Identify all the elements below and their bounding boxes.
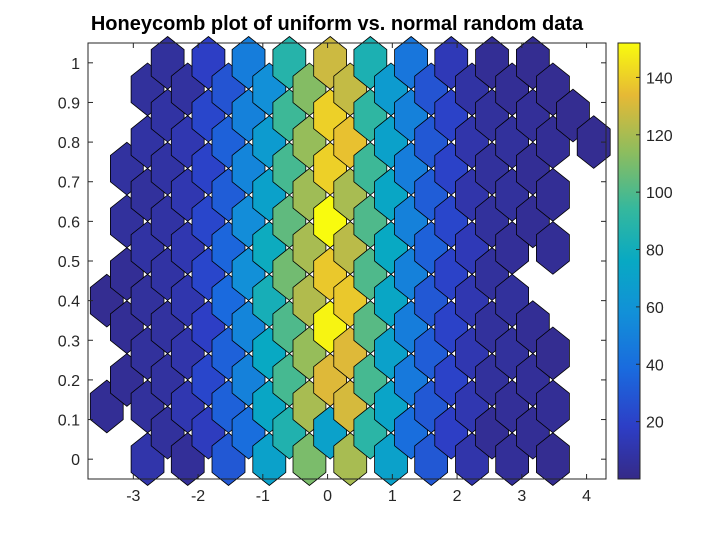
colorbar-tick-label: 140 bbox=[646, 70, 673, 87]
hex-bin bbox=[536, 221, 570, 275]
colorbar-tick-label: 120 bbox=[646, 128, 673, 145]
x-tick-label: 1 bbox=[388, 488, 397, 505]
y-tick-label: 0.3 bbox=[58, 333, 80, 350]
x-tick-label: 4 bbox=[582, 488, 591, 505]
hex-bins bbox=[89, 35, 611, 487]
hex-bin bbox=[536, 326, 570, 381]
hex-bin bbox=[576, 115, 611, 169]
x-tick-label: 0 bbox=[323, 488, 332, 505]
colorbar-ticks: 20 40 60 80 100 120 140 bbox=[636, 70, 673, 432]
y-tick-label: 0.9 bbox=[58, 95, 80, 112]
chart-title: Honeycomb plot of uniform vs. normal ran… bbox=[91, 13, 584, 35]
x-tick-label: -3 bbox=[126, 488, 140, 505]
colorbar-tick-label: 20 bbox=[646, 415, 664, 432]
colorbar-tick-label: 80 bbox=[646, 243, 664, 260]
y-tick-label: 0.7 bbox=[58, 175, 80, 192]
x-tick-label: -1 bbox=[256, 488, 270, 505]
x-axis: -3 -2 -1 0 1 2 3 4 bbox=[126, 43, 591, 505]
y-tick-label: 0 bbox=[71, 452, 80, 469]
x-tick-label: 3 bbox=[517, 488, 526, 505]
x-tick-label: -2 bbox=[191, 488, 205, 505]
colorbar bbox=[617, 42, 641, 480]
x-tick-label: 2 bbox=[453, 488, 462, 505]
colorbar-tick-label: 40 bbox=[646, 357, 664, 374]
y-tick-label: 0.5 bbox=[58, 254, 80, 271]
y-tick-label: 0.2 bbox=[58, 373, 80, 390]
y-tick-label: 1 bbox=[71, 56, 80, 73]
y-tick-label: 0.8 bbox=[58, 135, 80, 152]
hex-bin bbox=[536, 432, 570, 487]
hex-bin bbox=[536, 379, 570, 434]
colorbar-tick-label: 60 bbox=[646, 300, 664, 317]
colorbar-tick-label: 100 bbox=[646, 185, 673, 202]
y-tick-label: 0.6 bbox=[58, 214, 80, 231]
y-axis: 0 0.1 0.2 0.3 0.4 0.5 0.6 0.7 0.8 0.9 1 bbox=[58, 56, 606, 469]
hex-bin bbox=[536, 167, 570, 222]
y-tick-label: 0.1 bbox=[58, 413, 80, 430]
y-tick-label: 0.4 bbox=[58, 294, 80, 311]
